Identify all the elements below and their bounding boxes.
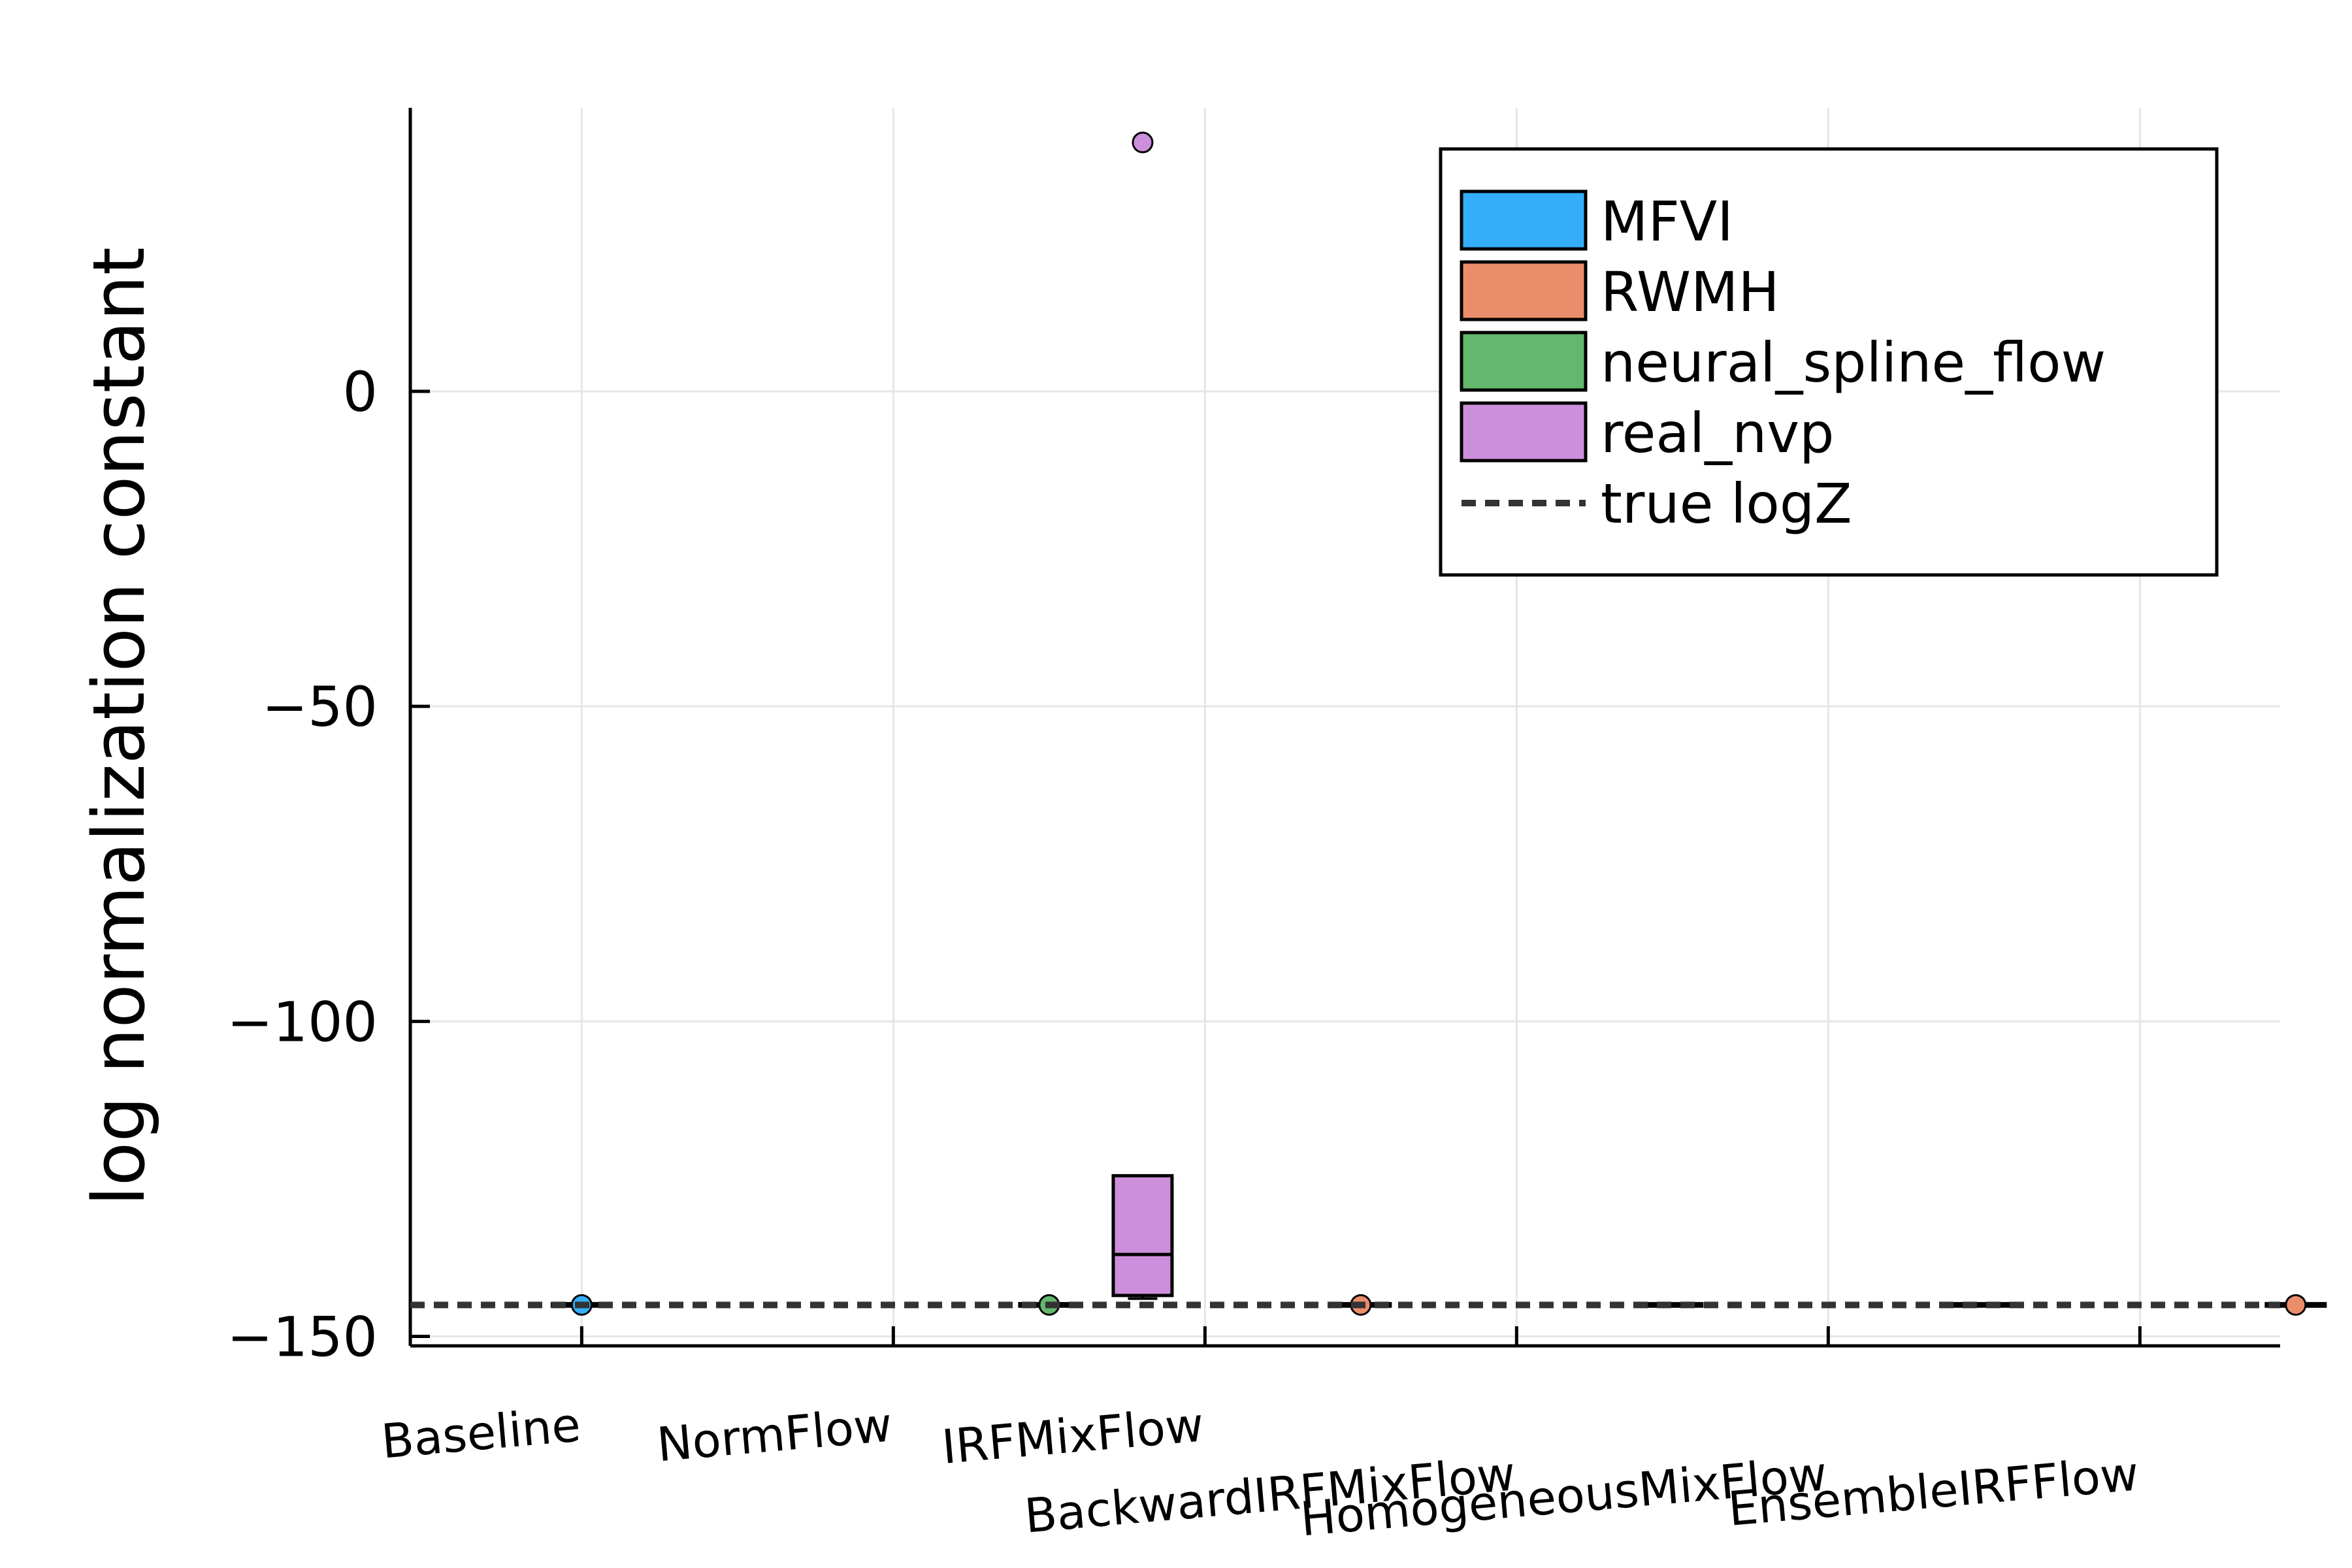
outlier-point [2285, 1294, 2307, 1316]
legend-swatch [1460, 189, 1588, 251]
legend-label: neural_spline_flow [1601, 331, 2106, 395]
legend-label: real_nvp [1601, 401, 1834, 465]
legend-label: true logZ [1601, 472, 1852, 536]
legend-label: MFVI [1601, 189, 1733, 253]
axes [408, 108, 2280, 1348]
x-tick-label: Baseline [379, 1397, 582, 1469]
y-tick-label: −150 [227, 1305, 378, 1369]
grid [410, 108, 2280, 1346]
y-axis-label: log normalization constant [77, 247, 161, 1206]
legend-swatch [1460, 401, 1588, 463]
y-tick-label: 0 [343, 360, 378, 424]
y-tick-label: −50 [262, 675, 378, 739]
legend-swatch [1460, 260, 1588, 321]
box-real_nvp [1111, 1174, 1174, 1298]
x-tick-label: NormFlow [655, 1397, 894, 1472]
outlier-point [1132, 131, 1154, 154]
x-ticks: Baseline NormFlow IRFMixFlowBackwardIRFMix… [379, 1326, 2142, 1546]
legend-swatch [1460, 331, 1588, 392]
y-ticks: 0 −50 −100 −150 [227, 360, 430, 1369]
y-tick-label: −100 [227, 990, 378, 1054]
legend-label: RWMH [1601, 260, 1780, 324]
x-tick-label: IRFMixFlow [939, 1397, 1206, 1475]
